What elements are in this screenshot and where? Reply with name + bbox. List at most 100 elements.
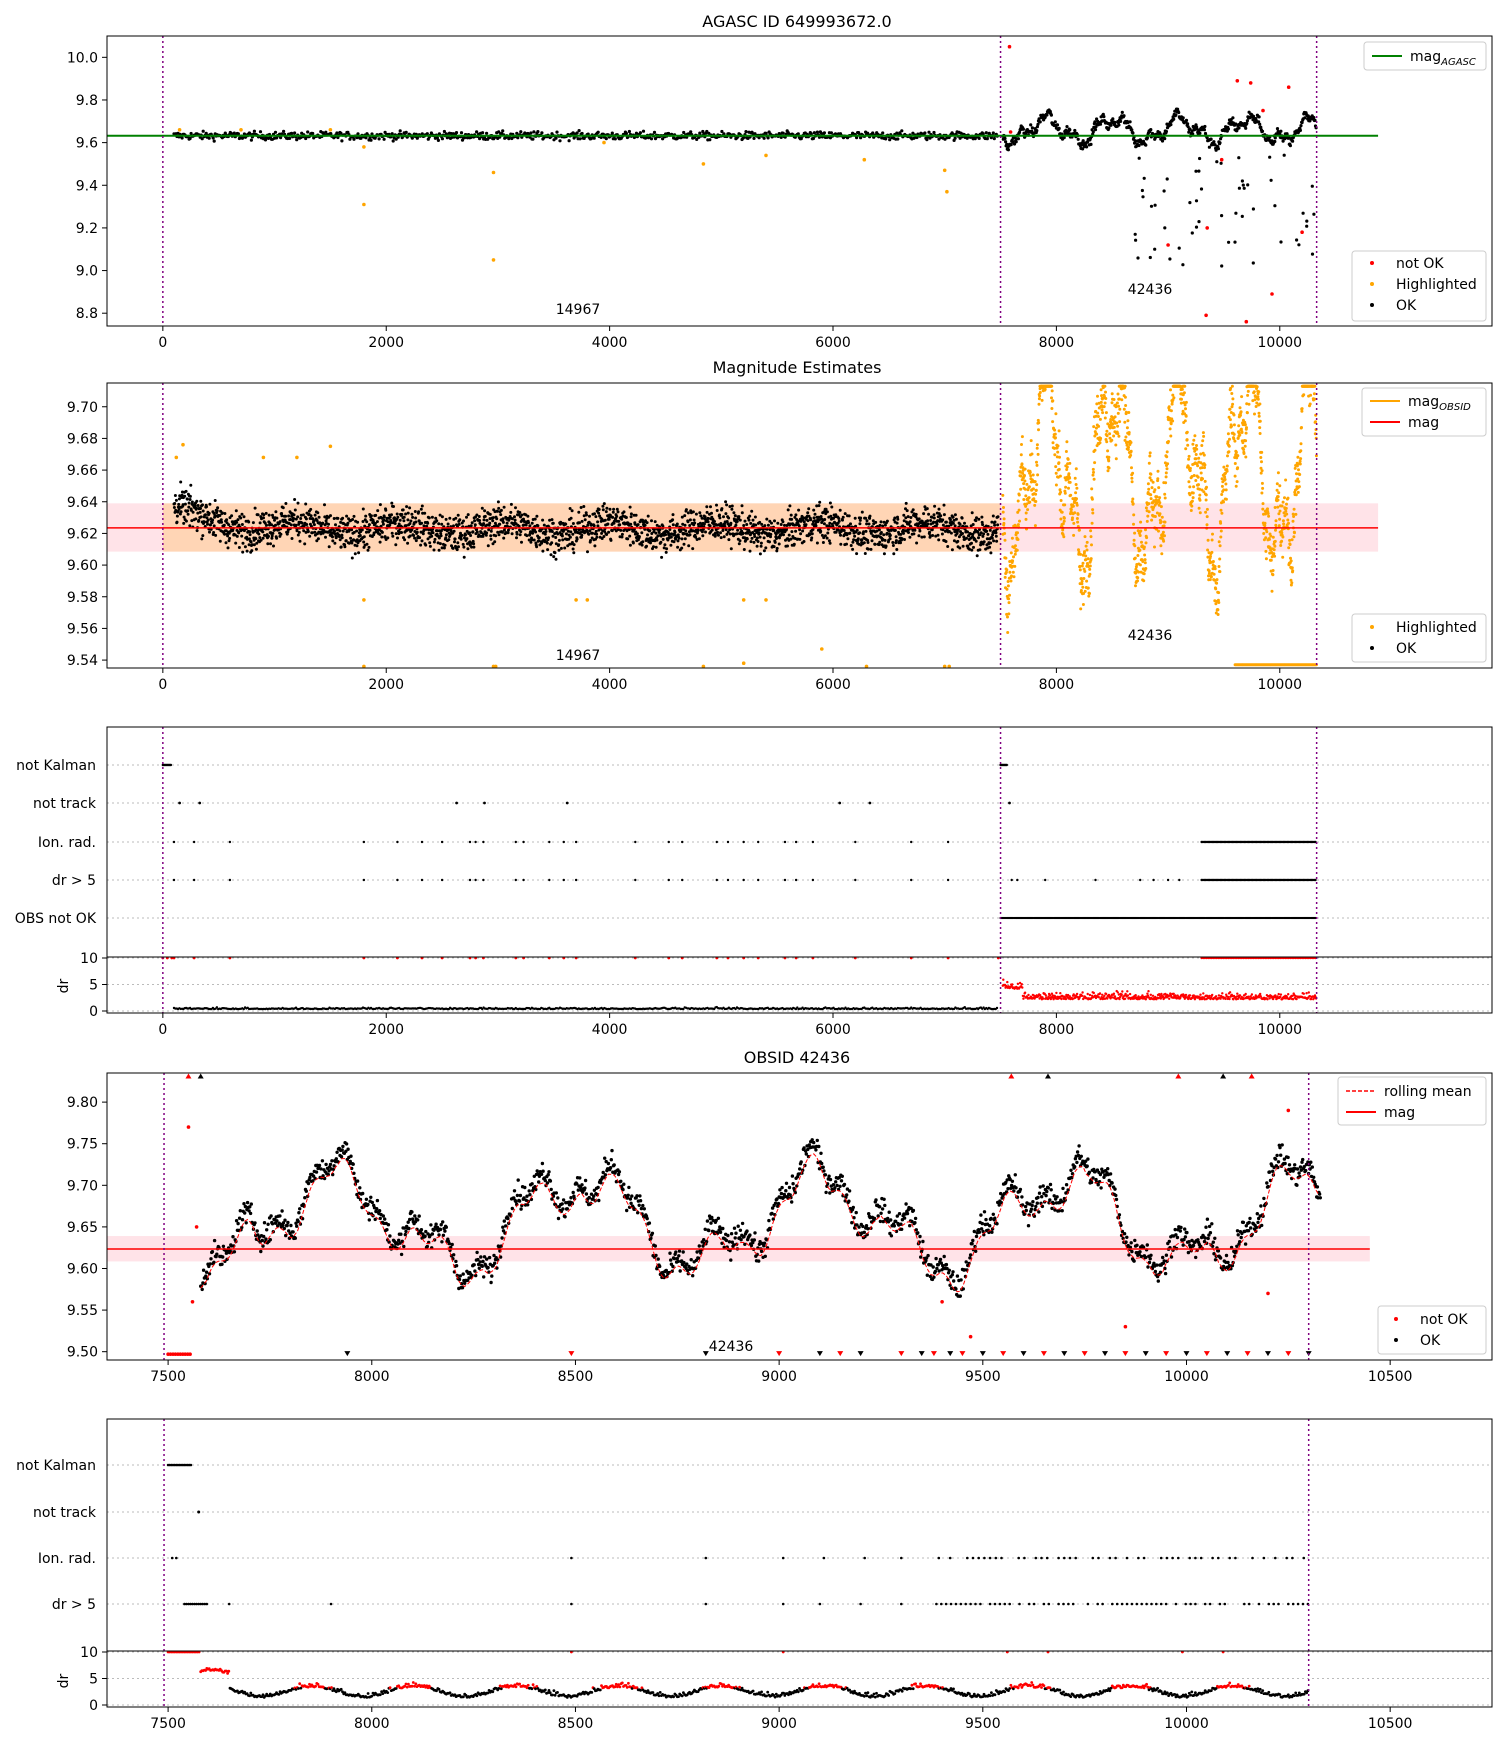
highlighted-point xyxy=(1059,499,1063,502)
ok-point xyxy=(410,512,414,516)
highlighted-point xyxy=(1210,550,1214,554)
highlighted-point xyxy=(1076,512,1080,516)
highlighted-point xyxy=(1124,404,1128,407)
ok-point xyxy=(497,506,501,510)
ok-point xyxy=(977,136,981,140)
ok-point xyxy=(466,547,470,551)
ok-point xyxy=(220,511,224,515)
ok-point xyxy=(557,543,561,547)
ok-point xyxy=(902,531,905,535)
ok-point xyxy=(888,533,892,537)
ok-point xyxy=(1199,187,1204,191)
ok-point xyxy=(514,506,517,510)
ok-point xyxy=(357,551,361,555)
ok-point xyxy=(182,521,186,525)
ok-point xyxy=(366,548,370,552)
ok-point xyxy=(561,538,565,542)
ok-point xyxy=(978,548,982,552)
highlighted-point xyxy=(1169,434,1173,438)
ok-point xyxy=(779,523,783,526)
ok-point xyxy=(526,514,530,518)
ok-point xyxy=(1102,115,1106,119)
ok-point xyxy=(515,131,519,135)
highlighted-point xyxy=(1165,467,1169,471)
ok-point xyxy=(448,516,452,520)
ok-point xyxy=(1038,120,1042,124)
highlighted-point xyxy=(1024,517,1028,521)
ok-point xyxy=(282,129,286,133)
highlighted-point xyxy=(1203,479,1207,483)
ok-point xyxy=(462,519,465,523)
highlighted-point xyxy=(1225,469,1229,473)
ok-point xyxy=(473,523,477,527)
highlighted-point xyxy=(1125,426,1129,430)
highlighted-point xyxy=(1198,498,1202,502)
ok-point xyxy=(717,533,720,537)
ok-point xyxy=(287,514,291,518)
ok-point xyxy=(453,540,456,544)
highlighted-point xyxy=(1035,463,1039,467)
ok-point xyxy=(637,535,641,539)
highlighted-point xyxy=(1196,464,1200,468)
highlighted-point xyxy=(1092,425,1096,429)
highlighted-point xyxy=(1038,394,1042,398)
highlighted-point xyxy=(1004,556,1008,560)
highlighted-point xyxy=(741,661,746,665)
ok-point xyxy=(234,541,238,545)
ok-point xyxy=(893,516,897,520)
ok-point xyxy=(1245,121,1249,125)
ok-point xyxy=(197,518,201,522)
ok-point xyxy=(240,512,244,516)
ok-point xyxy=(471,530,475,534)
ok-point xyxy=(759,544,763,548)
panel2-data xyxy=(107,383,1379,669)
ok-point xyxy=(748,549,752,553)
highlighted-point xyxy=(1093,448,1097,452)
highlighted-point xyxy=(1088,572,1092,576)
ok-point xyxy=(953,524,957,528)
ok-point xyxy=(789,513,793,517)
highlighted-point xyxy=(1086,586,1090,590)
ok-point xyxy=(440,515,444,519)
highlighted-point xyxy=(1201,431,1205,435)
ok-point xyxy=(752,136,756,140)
ok-point xyxy=(738,539,742,543)
highlighted-point xyxy=(1050,384,1054,388)
y-tick-label: 9.0 xyxy=(76,264,98,280)
highlighted-point xyxy=(1192,438,1196,442)
ok-point xyxy=(353,552,357,556)
ok-point xyxy=(1111,117,1115,121)
panel-agasc: AGASC ID 649993672.0 0 2000 4000 6000 8000 10… xyxy=(67,12,1493,351)
highlighted-point xyxy=(1063,491,1067,495)
ok-point xyxy=(335,131,339,135)
highlighted-point xyxy=(1151,480,1155,484)
ok-point xyxy=(420,132,424,136)
highlighted-point xyxy=(1214,587,1218,591)
highlighted-point xyxy=(1081,561,1085,565)
ok-point xyxy=(214,533,218,537)
ok-point xyxy=(437,522,441,526)
ok-point xyxy=(815,541,819,545)
ok-point xyxy=(601,504,605,508)
ok-point xyxy=(628,505,632,509)
ok-point xyxy=(519,130,523,134)
ok-point xyxy=(482,518,486,522)
ok-point xyxy=(414,520,418,524)
ok-point xyxy=(611,515,615,519)
ok-point xyxy=(902,513,906,517)
ok-point xyxy=(420,521,424,525)
ok-point xyxy=(744,130,748,134)
ok-point xyxy=(866,541,870,544)
ok-point xyxy=(750,536,754,540)
ok-point xyxy=(640,531,644,535)
ok-point xyxy=(550,518,554,522)
ok-point xyxy=(516,136,520,140)
highlighted-point xyxy=(1194,457,1198,461)
ok-point xyxy=(961,532,964,535)
ok-point xyxy=(473,519,477,523)
ok-point xyxy=(382,137,386,141)
ok-point xyxy=(218,539,222,543)
ok-point xyxy=(405,505,409,509)
ok-point xyxy=(885,519,889,523)
ok-point xyxy=(923,505,927,509)
